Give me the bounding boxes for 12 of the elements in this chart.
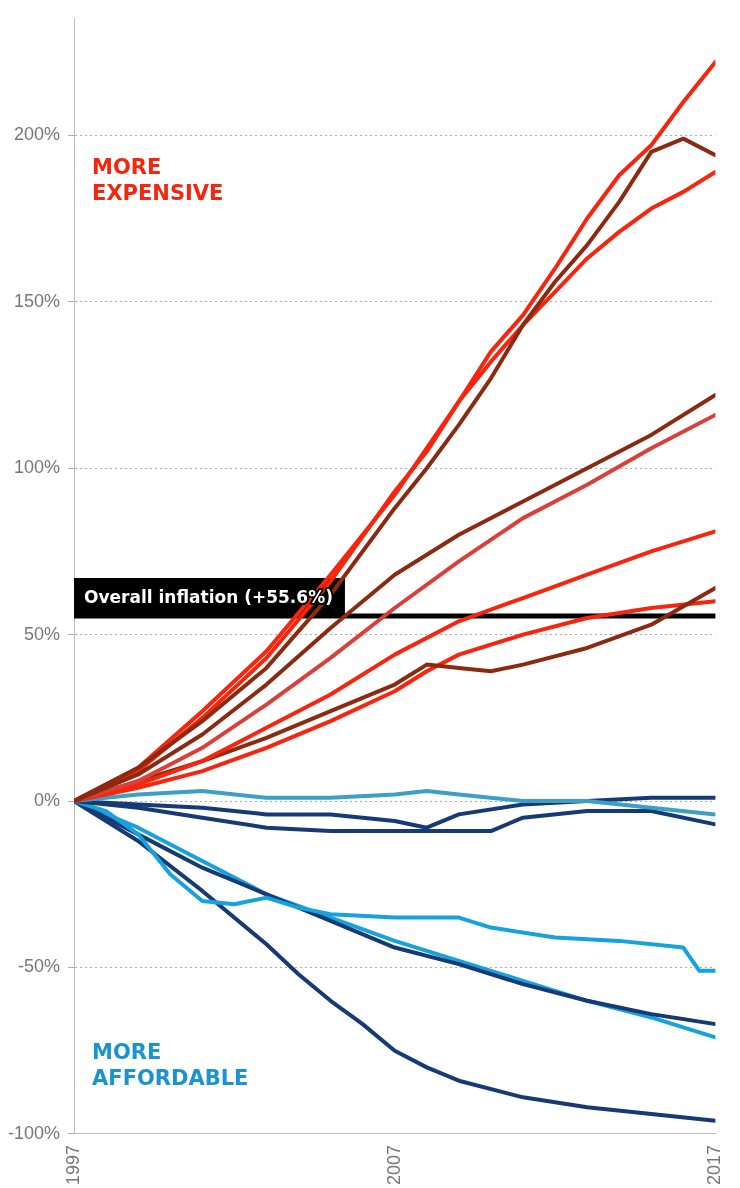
y-tick-label: 150% <box>13 290 61 311</box>
x-tick-label: 1997 <box>63 1144 83 1185</box>
y-tick-label: 200% <box>13 124 61 145</box>
y-tick-label: -50% <box>18 956 61 977</box>
x-tick-label: 2007 <box>383 1144 404 1185</box>
y-tick-label: -100% <box>8 1122 61 1143</box>
y-tick-label: 50% <box>24 623 61 644</box>
annotation: MORE EXPENSIVE <box>92 153 225 206</box>
annotation: MORE AFFORDABLE <box>92 1038 250 1091</box>
x-tick-label: 2017 <box>704 1144 725 1185</box>
y-tick-label: 100% <box>13 457 61 478</box>
y-tick-label: 0% <box>34 790 61 811</box>
